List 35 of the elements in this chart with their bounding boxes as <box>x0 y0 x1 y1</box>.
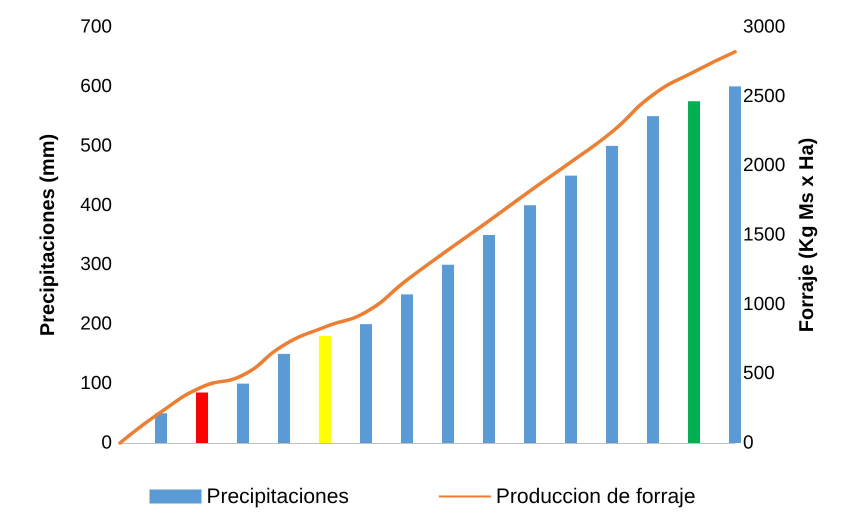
y2-axis-title: Forraje (Kg Ms x Ha) <box>796 138 818 332</box>
y-tick-label: 400 <box>80 194 112 216</box>
y-tick-label: 200 <box>80 314 112 335</box>
bar <box>606 146 618 443</box>
bar <box>319 336 331 443</box>
legend-label: Produccion de forraje <box>496 485 696 508</box>
bar <box>196 392 208 443</box>
y-tick-label: 100 <box>80 373 112 394</box>
y-tick-label: 700 <box>80 16 112 38</box>
bar <box>729 86 741 443</box>
y-tick-label: 0 <box>101 432 112 454</box>
bar <box>278 354 290 443</box>
y-tick-label: 300 <box>80 254 112 276</box>
y2-tick-label: 2000 <box>743 155 786 176</box>
bar <box>524 205 536 443</box>
legend-label: Precipitaciones <box>206 485 349 508</box>
y2-tick-label: 1500 <box>743 224 786 246</box>
bar <box>483 235 495 443</box>
bar <box>565 176 577 443</box>
bar <box>155 413 167 443</box>
y2-tick-label: 0 <box>743 432 754 454</box>
bar <box>360 324 372 443</box>
y2-tick-label: 1000 <box>743 294 786 315</box>
y-tick-label: 500 <box>80 135 112 156</box>
line-series <box>118 50 737 445</box>
bar <box>401 294 413 443</box>
y2-tick-label: 2500 <box>743 86 786 107</box>
y-axis-title: Precipitaciones (mm) <box>37 134 59 336</box>
bar <box>442 264 454 443</box>
y-tick-label: 600 <box>80 76 112 97</box>
bar <box>237 384 249 443</box>
bar <box>688 101 700 443</box>
y2-tick-label: 500 <box>743 363 775 384</box>
y2-tick-label: 3000 <box>743 16 786 38</box>
bar <box>647 116 659 443</box>
